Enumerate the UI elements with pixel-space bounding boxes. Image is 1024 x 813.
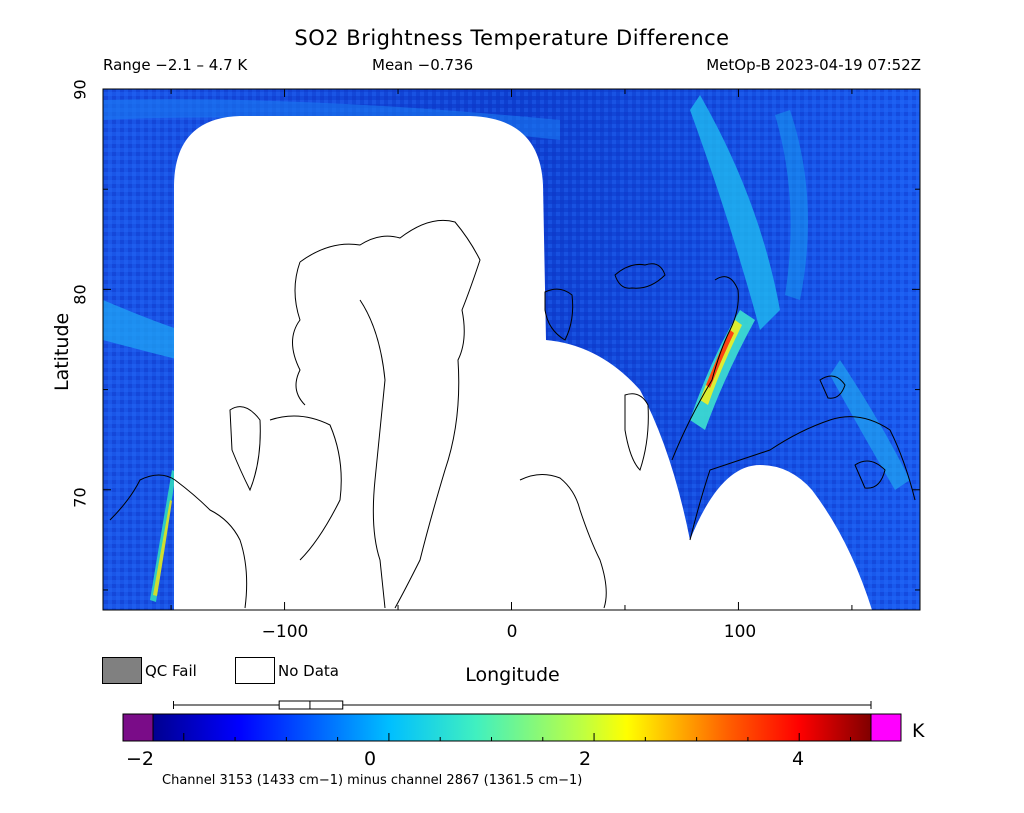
- cyan-band-east: [775, 110, 808, 300]
- cyan-band-west: [103, 300, 180, 360]
- axis-ticks: [103, 88, 920, 610]
- no-data-region: [174, 116, 872, 610]
- boxplot-box: [278, 700, 344, 710]
- colorbar: [122, 700, 902, 742]
- range-text: Range −2.1 – 4.7 K: [103, 56, 248, 74]
- plume-west-yellow: [153, 500, 172, 596]
- plume-red: [706, 330, 734, 388]
- qc-fail-swatch: [102, 657, 142, 684]
- colorbar-scale: [152, 713, 872, 742]
- chart-title: SO2 Brightness Temperature Difference: [294, 26, 730, 50]
- xtick-label-0: 0: [506, 622, 518, 642]
- colorbar-tick-0: 0: [363, 748, 377, 770]
- colorbar-tick-minus2: −2: [125, 748, 154, 770]
- ytick-label-80: 80: [70, 284, 90, 305]
- coastlines: [109, 219, 916, 609]
- colorbar-under: [122, 713, 154, 742]
- cyan-band-far-east: [830, 360, 910, 490]
- x-axis-label: Longitude: [465, 664, 560, 686]
- satellite-time-text: MetOp-B 2023-04-19 07:52Z: [706, 56, 921, 74]
- ytick-label-90: 90: [70, 79, 90, 100]
- colorbar-tick-4: 4: [791, 748, 805, 770]
- no-data-swatch: [235, 657, 275, 684]
- xtick-label-100: 100: [723, 622, 757, 642]
- heatmap-field: [103, 89, 920, 610]
- colorbar-unit: K: [912, 720, 925, 742]
- mean-text: Mean −0.736: [372, 56, 474, 74]
- colorbar-ticks: [183, 733, 851, 741]
- y-axis-label: Latitude: [51, 312, 73, 391]
- no-data-label: No Data: [278, 662, 339, 680]
- xtick-label-minus100: −100: [261, 622, 309, 642]
- channel-footnote: Channel 3153 (1433 cm−1) minus channel 2…: [162, 773, 583, 788]
- colorbar-tick-2: 2: [578, 748, 592, 770]
- ytick-label-70: 70: [70, 487, 90, 508]
- cyan-band-central: [690, 95, 780, 330]
- colorbar-over: [870, 713, 902, 742]
- qc-fail-label: QC Fail: [145, 662, 197, 680]
